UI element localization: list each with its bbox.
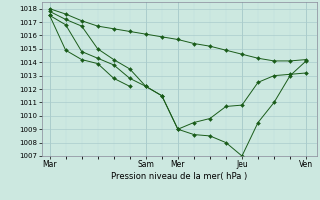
X-axis label: Pression niveau de la mer( hPa ): Pression niveau de la mer( hPa ) — [111, 172, 247, 181]
